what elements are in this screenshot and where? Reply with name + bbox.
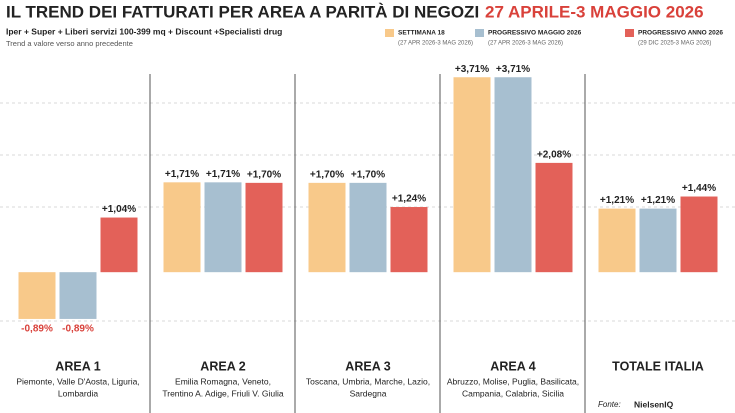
value-label: +3,71%	[455, 64, 489, 75]
chart-title-highlight: 27 APRILE-3 MAGGIO 2026	[485, 2, 704, 21]
category-note: Lombardia	[58, 388, 98, 398]
category-label: AREA 2	[200, 359, 245, 373]
value-label: +1,44%	[682, 183, 716, 194]
category-label: AREA 4	[490, 359, 535, 373]
note: Trend a valore verso anno precedente	[6, 39, 133, 48]
category-note: Trentino A. Adige, Friuli V. Giulia	[162, 388, 284, 398]
bar	[100, 217, 138, 273]
legend-period: (27 APR 2026-3 MAG 2026)	[488, 41, 563, 47]
category-note: Emilia Romagna, Veneto,	[175, 376, 271, 386]
value-label: +1,04%	[102, 204, 136, 215]
category-note: Piemonte, Valle D'Aosta, Liguria,	[16, 376, 139, 386]
category-note: Abruzzo, Molise, Puglia, Basilicata,	[447, 376, 579, 386]
value-label: +1,71%	[165, 169, 199, 180]
source-label: Fonte:	[598, 400, 621, 409]
legend-period: (27 APR 2026-3 MAG 2026)	[398, 41, 473, 47]
category-note: Campania, Calabria, Sicilia	[462, 388, 564, 398]
value-label: +3,71%	[496, 64, 530, 75]
legend-swatch	[625, 29, 634, 37]
legend-label: SETTIMANA 18	[398, 30, 445, 37]
separators	[149, 74, 586, 413]
value-label: +1,21%	[600, 195, 634, 206]
legend-label: PROGRESSIVO ANNO 2026	[638, 30, 723, 37]
chart-title: IL TREND DEI FATTURATI PER AREA A PARITÀ…	[6, 2, 479, 21]
category-label: AREA 1	[55, 359, 100, 373]
source: NielsenIQ	[634, 399, 674, 409]
bar	[390, 207, 428, 273]
value-label: -0,89%	[21, 324, 53, 335]
category-label: TOTALE ITALIA	[612, 359, 704, 373]
bar	[18, 272, 56, 319]
subtitle: Iper + Super + Liberi servizi 100-399 mq…	[6, 26, 282, 36]
value-label: +1,24%	[392, 194, 426, 205]
bar	[59, 272, 97, 319]
bar	[308, 182, 346, 273]
legend-period: (29 DIC 2025-3 MAG 2026)	[638, 41, 711, 47]
value-label: +1,70%	[247, 169, 281, 180]
category-note: Sardegna	[350, 388, 387, 398]
bar	[163, 182, 201, 273]
bar	[349, 182, 387, 273]
legend-swatch	[385, 29, 394, 37]
value-label: +1,21%	[641, 195, 675, 206]
bar	[453, 77, 491, 273]
bar	[245, 182, 283, 273]
category-note: Toscana, Umbria, Marche, Lazio,	[306, 376, 430, 386]
bar	[598, 208, 636, 273]
bar	[639, 208, 677, 273]
value-label: -0,89%	[62, 324, 94, 335]
legend-swatch	[475, 29, 484, 37]
value-label: +1,70%	[351, 169, 385, 180]
bar	[680, 196, 718, 273]
value-label: +1,71%	[206, 169, 240, 180]
bar	[204, 182, 242, 273]
value-label: +2,08%	[537, 150, 571, 161]
bar	[494, 77, 532, 273]
value-label: +1,70%	[310, 169, 344, 180]
category-label: AREA 3	[345, 359, 390, 373]
legend-label: PROGRESSIVO MAGGIO 2026	[488, 30, 582, 37]
bar	[535, 162, 573, 273]
